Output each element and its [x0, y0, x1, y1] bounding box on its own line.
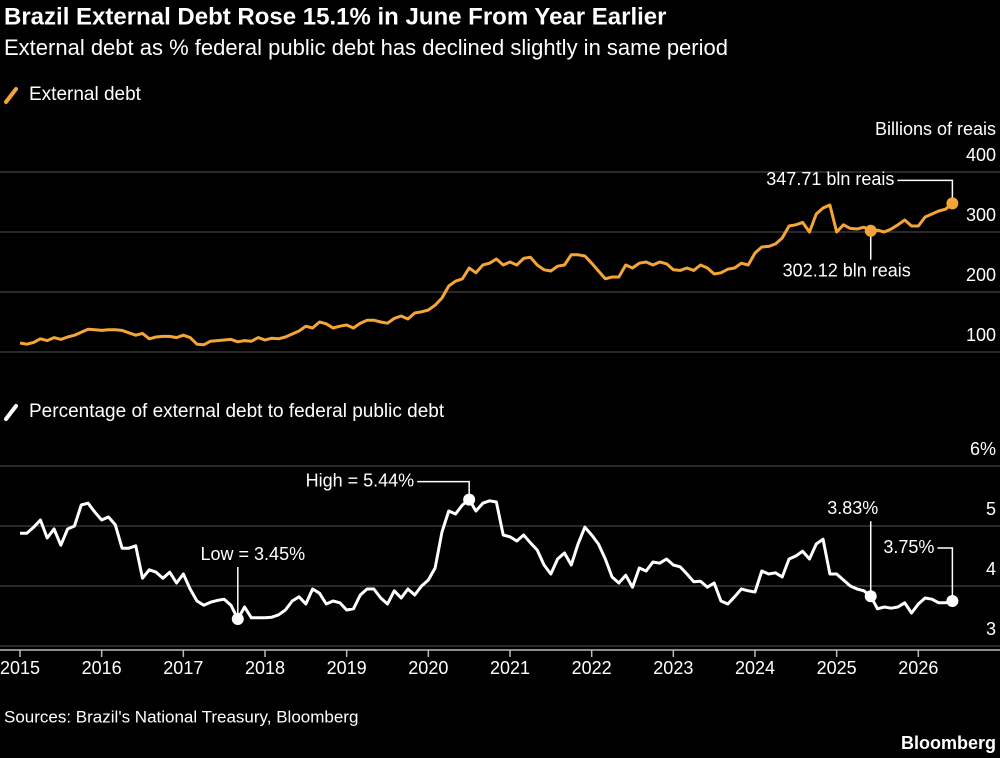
data-line — [19, 202, 954, 347]
x-tick-label: 2019 — [327, 658, 367, 678]
y-tick-label: 300 — [966, 205, 996, 225]
data-point — [946, 197, 959, 210]
chart-title: Brazil External Debt Rose 15.1% in June … — [4, 3, 667, 30]
x-tick-label: 2026 — [898, 658, 938, 678]
legend-swatch — [4, 87, 18, 104]
data-label: Low = 3.45% — [201, 544, 306, 564]
data-point — [463, 493, 476, 506]
y-tick-label: 5 — [986, 499, 996, 519]
annotation-leader — [937, 547, 954, 601]
y-tick-label: 3 — [986, 619, 996, 639]
y-tick-label: 200 — [966, 265, 996, 285]
data-line — [20, 498, 953, 621]
x-tick-label: 2015 — [0, 658, 40, 678]
y-tick-label: 6% — [970, 439, 996, 459]
legend-swatch — [4, 404, 18, 421]
x-tick-label: 2022 — [572, 658, 612, 678]
x-tick-label: 2025 — [817, 658, 857, 678]
legend-label: External debt — [29, 84, 142, 105]
data-label: 347.71 bln reais — [766, 169, 894, 189]
data-point — [946, 595, 959, 607]
x-tick-label: 2020 — [408, 658, 448, 678]
data-label: High = 5.44% — [306, 470, 415, 490]
annotation-leader — [897, 179, 954, 204]
credit: Bloomberg — [901, 733, 996, 753]
y-axis-label: Billions of reais — [875, 119, 996, 139]
x-tick-label: 2023 — [653, 658, 693, 678]
data-label: 302.12 bln reais — [783, 260, 911, 280]
legend-label: Percentage of external debt to federal p… — [29, 401, 445, 422]
y-tick-label: 4 — [986, 559, 996, 579]
x-tick-label: 2017 — [163, 658, 203, 678]
data-point — [864, 590, 877, 603]
data-point — [231, 613, 244, 625]
x-tick-label: 2016 — [82, 658, 122, 678]
data-label: 3.83% — [827, 498, 878, 518]
data-point — [864, 224, 877, 237]
x-tick-label: 2021 — [490, 658, 530, 678]
data-label: 3.75% — [883, 537, 934, 557]
y-tick-label: 100 — [966, 325, 996, 345]
source-note: Sources: Brazil's National Treasury, Blo… — [4, 707, 358, 726]
x-tick-label: 2018 — [245, 658, 285, 678]
x-tick-label: 2024 — [735, 658, 775, 678]
y-tick-label: 400 — [966, 145, 996, 165]
chart-subtitle: External debt as % federal public debt h… — [4, 35, 728, 60]
